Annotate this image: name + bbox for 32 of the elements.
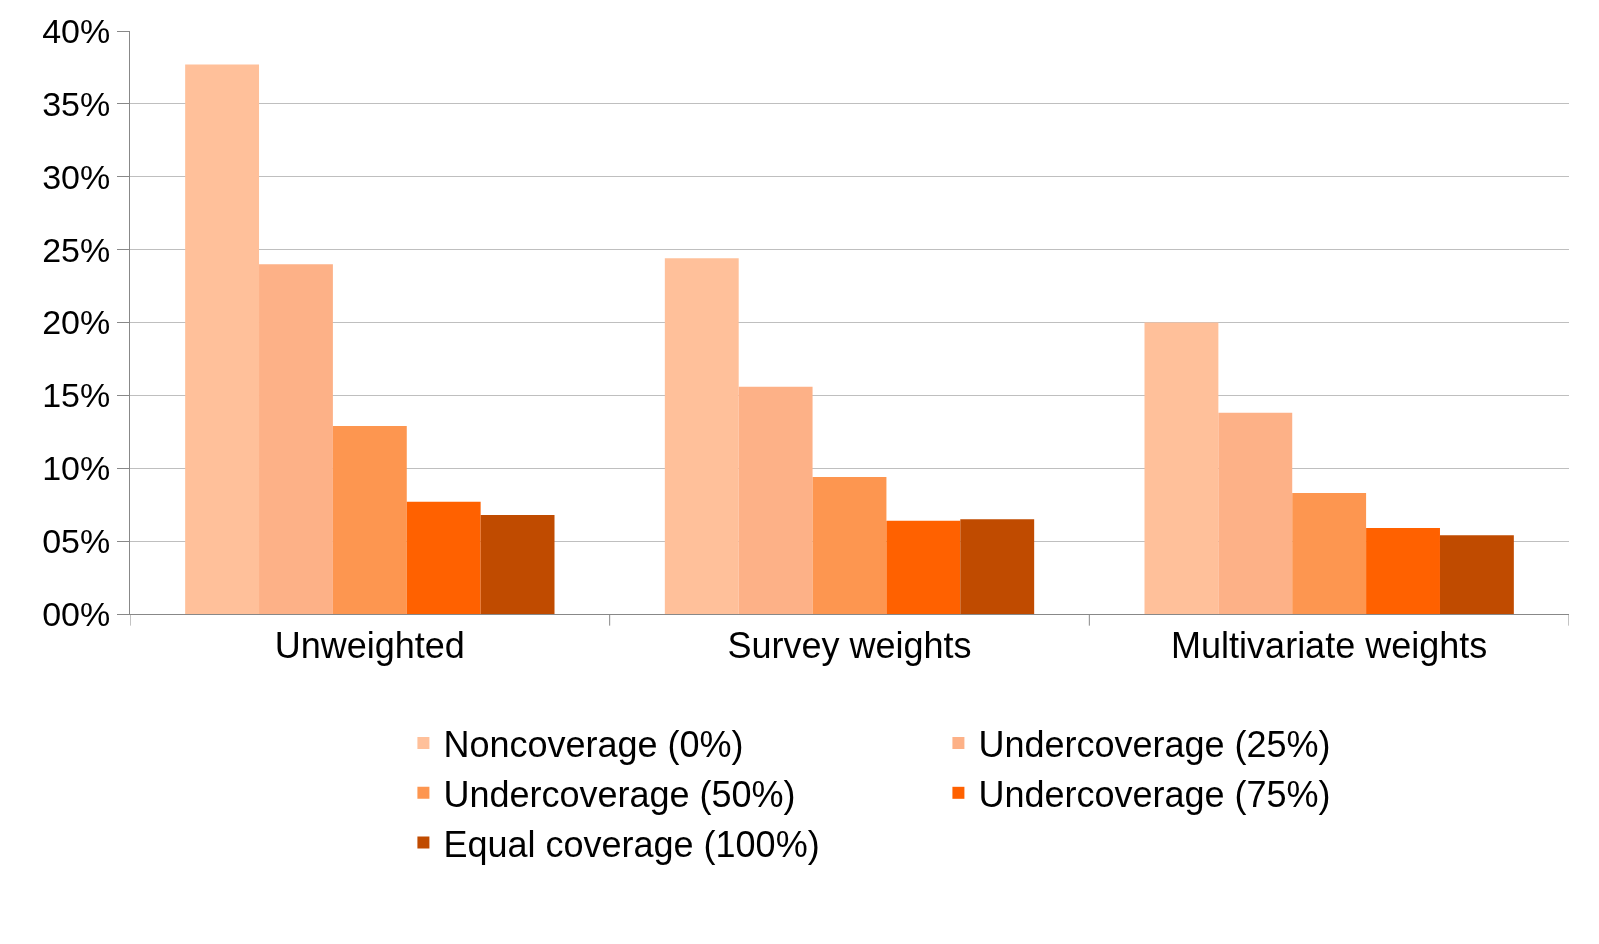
y-tick-label: 05% bbox=[42, 522, 111, 561]
legend-label: Undercoverage (75%) bbox=[978, 773, 1331, 815]
y-tick-label: 00% bbox=[42, 594, 111, 633]
bar bbox=[332, 425, 407, 614]
y-tick-label: 30% bbox=[42, 157, 111, 196]
y-tick-label: 40% bbox=[42, 11, 111, 50]
bar bbox=[185, 64, 260, 614]
bar bbox=[259, 264, 333, 614]
bar bbox=[406, 501, 481, 614]
y-tick-label: 15% bbox=[42, 376, 111, 415]
bar bbox=[1439, 535, 1514, 614]
legend-label: Equal coverage (100%) bbox=[443, 823, 820, 865]
x-tick-label: Unweighted bbox=[274, 625, 465, 667]
legend-label: Undercoverage (25%) bbox=[978, 724, 1331, 766]
bar bbox=[1366, 528, 1440, 614]
bar bbox=[1218, 412, 1293, 614]
bar bbox=[1292, 493, 1367, 614]
bar bbox=[664, 258, 739, 614]
bar bbox=[812, 477, 887, 614]
x-tick-label: Survey weights bbox=[727, 625, 972, 667]
x-tick-label: Multivariate weights bbox=[1171, 625, 1488, 667]
y-tick-label: 20% bbox=[42, 303, 111, 342]
bar bbox=[1144, 322, 1219, 614]
bar bbox=[886, 520, 961, 614]
bar bbox=[480, 514, 555, 614]
y-tick-label: 25% bbox=[42, 230, 111, 269]
bar bbox=[738, 386, 813, 614]
y-tick-label: 35% bbox=[42, 84, 111, 123]
bar bbox=[960, 519, 1035, 614]
legend-label: Noncoverage (0%) bbox=[443, 724, 744, 766]
legend-label: Undercoverage (50%) bbox=[443, 773, 796, 815]
y-tick-label: 10% bbox=[42, 449, 111, 488]
